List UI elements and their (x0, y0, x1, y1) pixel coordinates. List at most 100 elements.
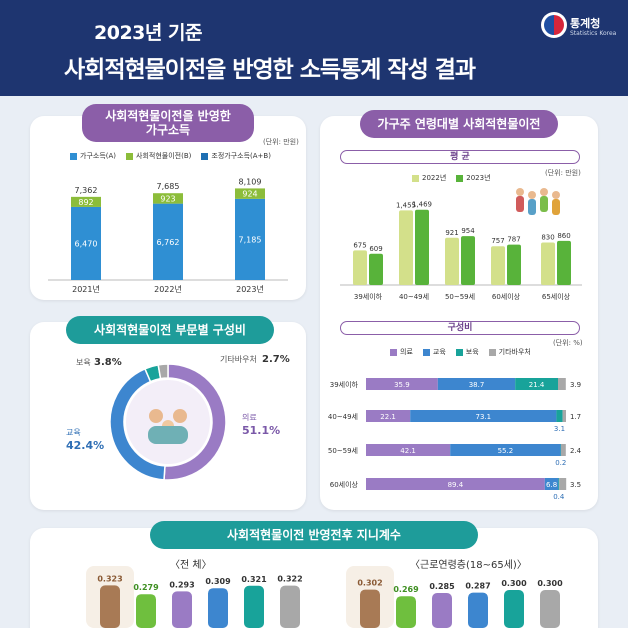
legend-item: 의료 (390, 347, 413, 357)
bar-2022년 (399, 210, 413, 285)
data-label: 921 (445, 229, 458, 237)
data-label: 0.293 (169, 580, 194, 589)
legend-item: 교육 (422, 347, 446, 357)
total-label: 7,685 (157, 182, 180, 191)
people-illustration-icon (540, 188, 548, 196)
bar-의료 (366, 410, 411, 422)
bar-교육 (410, 410, 557, 422)
y-tick-label: 40~49세 (328, 412, 358, 421)
gini-right-label: 〈근로연령층(18~65세)〉 (410, 560, 527, 571)
bar-교육 (544, 478, 559, 490)
bar-교육 (437, 378, 516, 390)
data-label: 0.4 (553, 493, 565, 501)
people-illustration-icon (540, 196, 548, 212)
gini-bar (360, 589, 380, 628)
data-label: 42.1 (400, 447, 416, 455)
income-legend: 가구소득(A) 사회적현물이전(B) 조정가구소득(A+B) (70, 151, 271, 161)
legend-item: 보육 (455, 347, 479, 357)
legend-label: 2023년 (466, 174, 491, 182)
bar-social-transfer (153, 193, 183, 204)
bar-2022년 (353, 250, 367, 285)
statistics-korea-logo-icon (541, 12, 567, 38)
slice-value: 42.4% (66, 439, 104, 452)
gini-bar (504, 590, 524, 628)
people-illustration-icon (516, 196, 524, 212)
legend-item: 기타바우처 (488, 347, 531, 357)
legend-label: 조정가구소득(A+B) (211, 152, 271, 160)
data-label: 787 (507, 236, 520, 244)
header-main-title: 사회적현물이전을 반영한 소득통계 작성 결과 (64, 57, 476, 83)
data-label: 22.1 (380, 413, 396, 421)
bar-보육 (558, 478, 560, 490)
slice-value: 3.8% (94, 357, 122, 368)
data-label: 21.4 (529, 381, 545, 389)
legend-label: 의료 (400, 348, 413, 356)
bar-household-income (235, 198, 265, 280)
legend-label: 교육 (432, 348, 446, 356)
x-tick-label: 2022년 (154, 284, 182, 294)
gini-bar (280, 585, 300, 628)
bar-보육 (515, 378, 558, 390)
data-label: 757 (491, 237, 504, 245)
bar-2023년 (461, 236, 475, 285)
data-label: 0.322 (277, 575, 302, 584)
gini-left-label: 〈전 체〉 (170, 560, 212, 571)
bar-2023년 (415, 209, 429, 285)
people-illustration-icon (552, 191, 560, 199)
data-label: 6.8 (546, 481, 557, 489)
data-label: 0.300 (537, 579, 563, 588)
data-label: 7,185 (239, 235, 262, 244)
gini-title: 사회적현물이전 반영전후 지니계수 (150, 521, 478, 549)
data-label: 0.2 (555, 459, 566, 467)
household-income-title: 사회적현물이전을 반영한 가구소득 (82, 104, 254, 142)
bar-social-transfer (235, 188, 265, 199)
data-label: 73.1 (476, 413, 492, 421)
slice-label: 보육 (76, 358, 91, 367)
family-person-icon (149, 409, 163, 423)
data-label: 1,469 (412, 201, 432, 209)
legend-label: 사회적현물이전(B) (136, 152, 192, 160)
slice-value: 51.1% (242, 424, 280, 437)
legend-item: 가구소득(A) (70, 151, 116, 161)
family-person-icon (173, 409, 187, 423)
bar-기타바우처 (562, 410, 566, 422)
data-label: 0.323 (97, 574, 122, 583)
bar-2023년 (369, 253, 383, 285)
gini-bar (396, 596, 416, 628)
people-illustration-icon (552, 199, 560, 215)
header-year-title: 2023년 기준 (94, 22, 202, 44)
bar-2022년 (491, 246, 505, 285)
data-label: 35.9 (394, 381, 410, 389)
slice-value: 2.7% (262, 354, 290, 365)
x-tick-label: 39세이하 (354, 292, 383, 301)
gini-bar (208, 588, 228, 628)
data-label: 923 (160, 194, 175, 203)
bar-의료 (366, 478, 545, 490)
data-label: 830 (541, 233, 554, 241)
bar-2023년 (557, 240, 571, 285)
gini-chart: 0.323 0.279 0.293 0.309 0.321 0.322 0.302 0.269… (86, 566, 563, 628)
data-label: 0.309 (205, 577, 231, 586)
logo-subtext: Statistics Korea (570, 30, 617, 37)
data-label: 2.4 (570, 447, 582, 455)
bar-의료 (366, 378, 438, 390)
total-label: 8,109 (239, 177, 262, 186)
total-label: 7,362 (75, 186, 98, 195)
data-label: 3.9 (570, 381, 581, 389)
data-label: 55.2 (498, 447, 514, 455)
y-tick-label: 50~59세 (328, 446, 358, 455)
composition-donut-chart: 의료 51.1% 교육 42.4% 보육 3.8% 기타바우처 2.7% (66, 354, 290, 481)
bar-2022년 (541, 242, 555, 285)
composition-subtitle: 구성비 (340, 321, 580, 335)
composition-legend: 의료 교육 보육 기타바우처 (390, 347, 531, 357)
logo-text: 통계청 (570, 17, 601, 30)
bar-기타바우처 (558, 378, 566, 390)
data-label: 3.5 (570, 481, 581, 489)
unit-label: (단위: 만원) (263, 138, 299, 146)
gini-bar (468, 592, 488, 628)
slice-label: 기타바우처 (220, 354, 257, 364)
title-line2: 가구소득 (145, 123, 191, 137)
x-tick-label: 50~59세 (445, 292, 475, 301)
bar-2023년 (507, 244, 521, 285)
bar-household-income (153, 203, 183, 280)
